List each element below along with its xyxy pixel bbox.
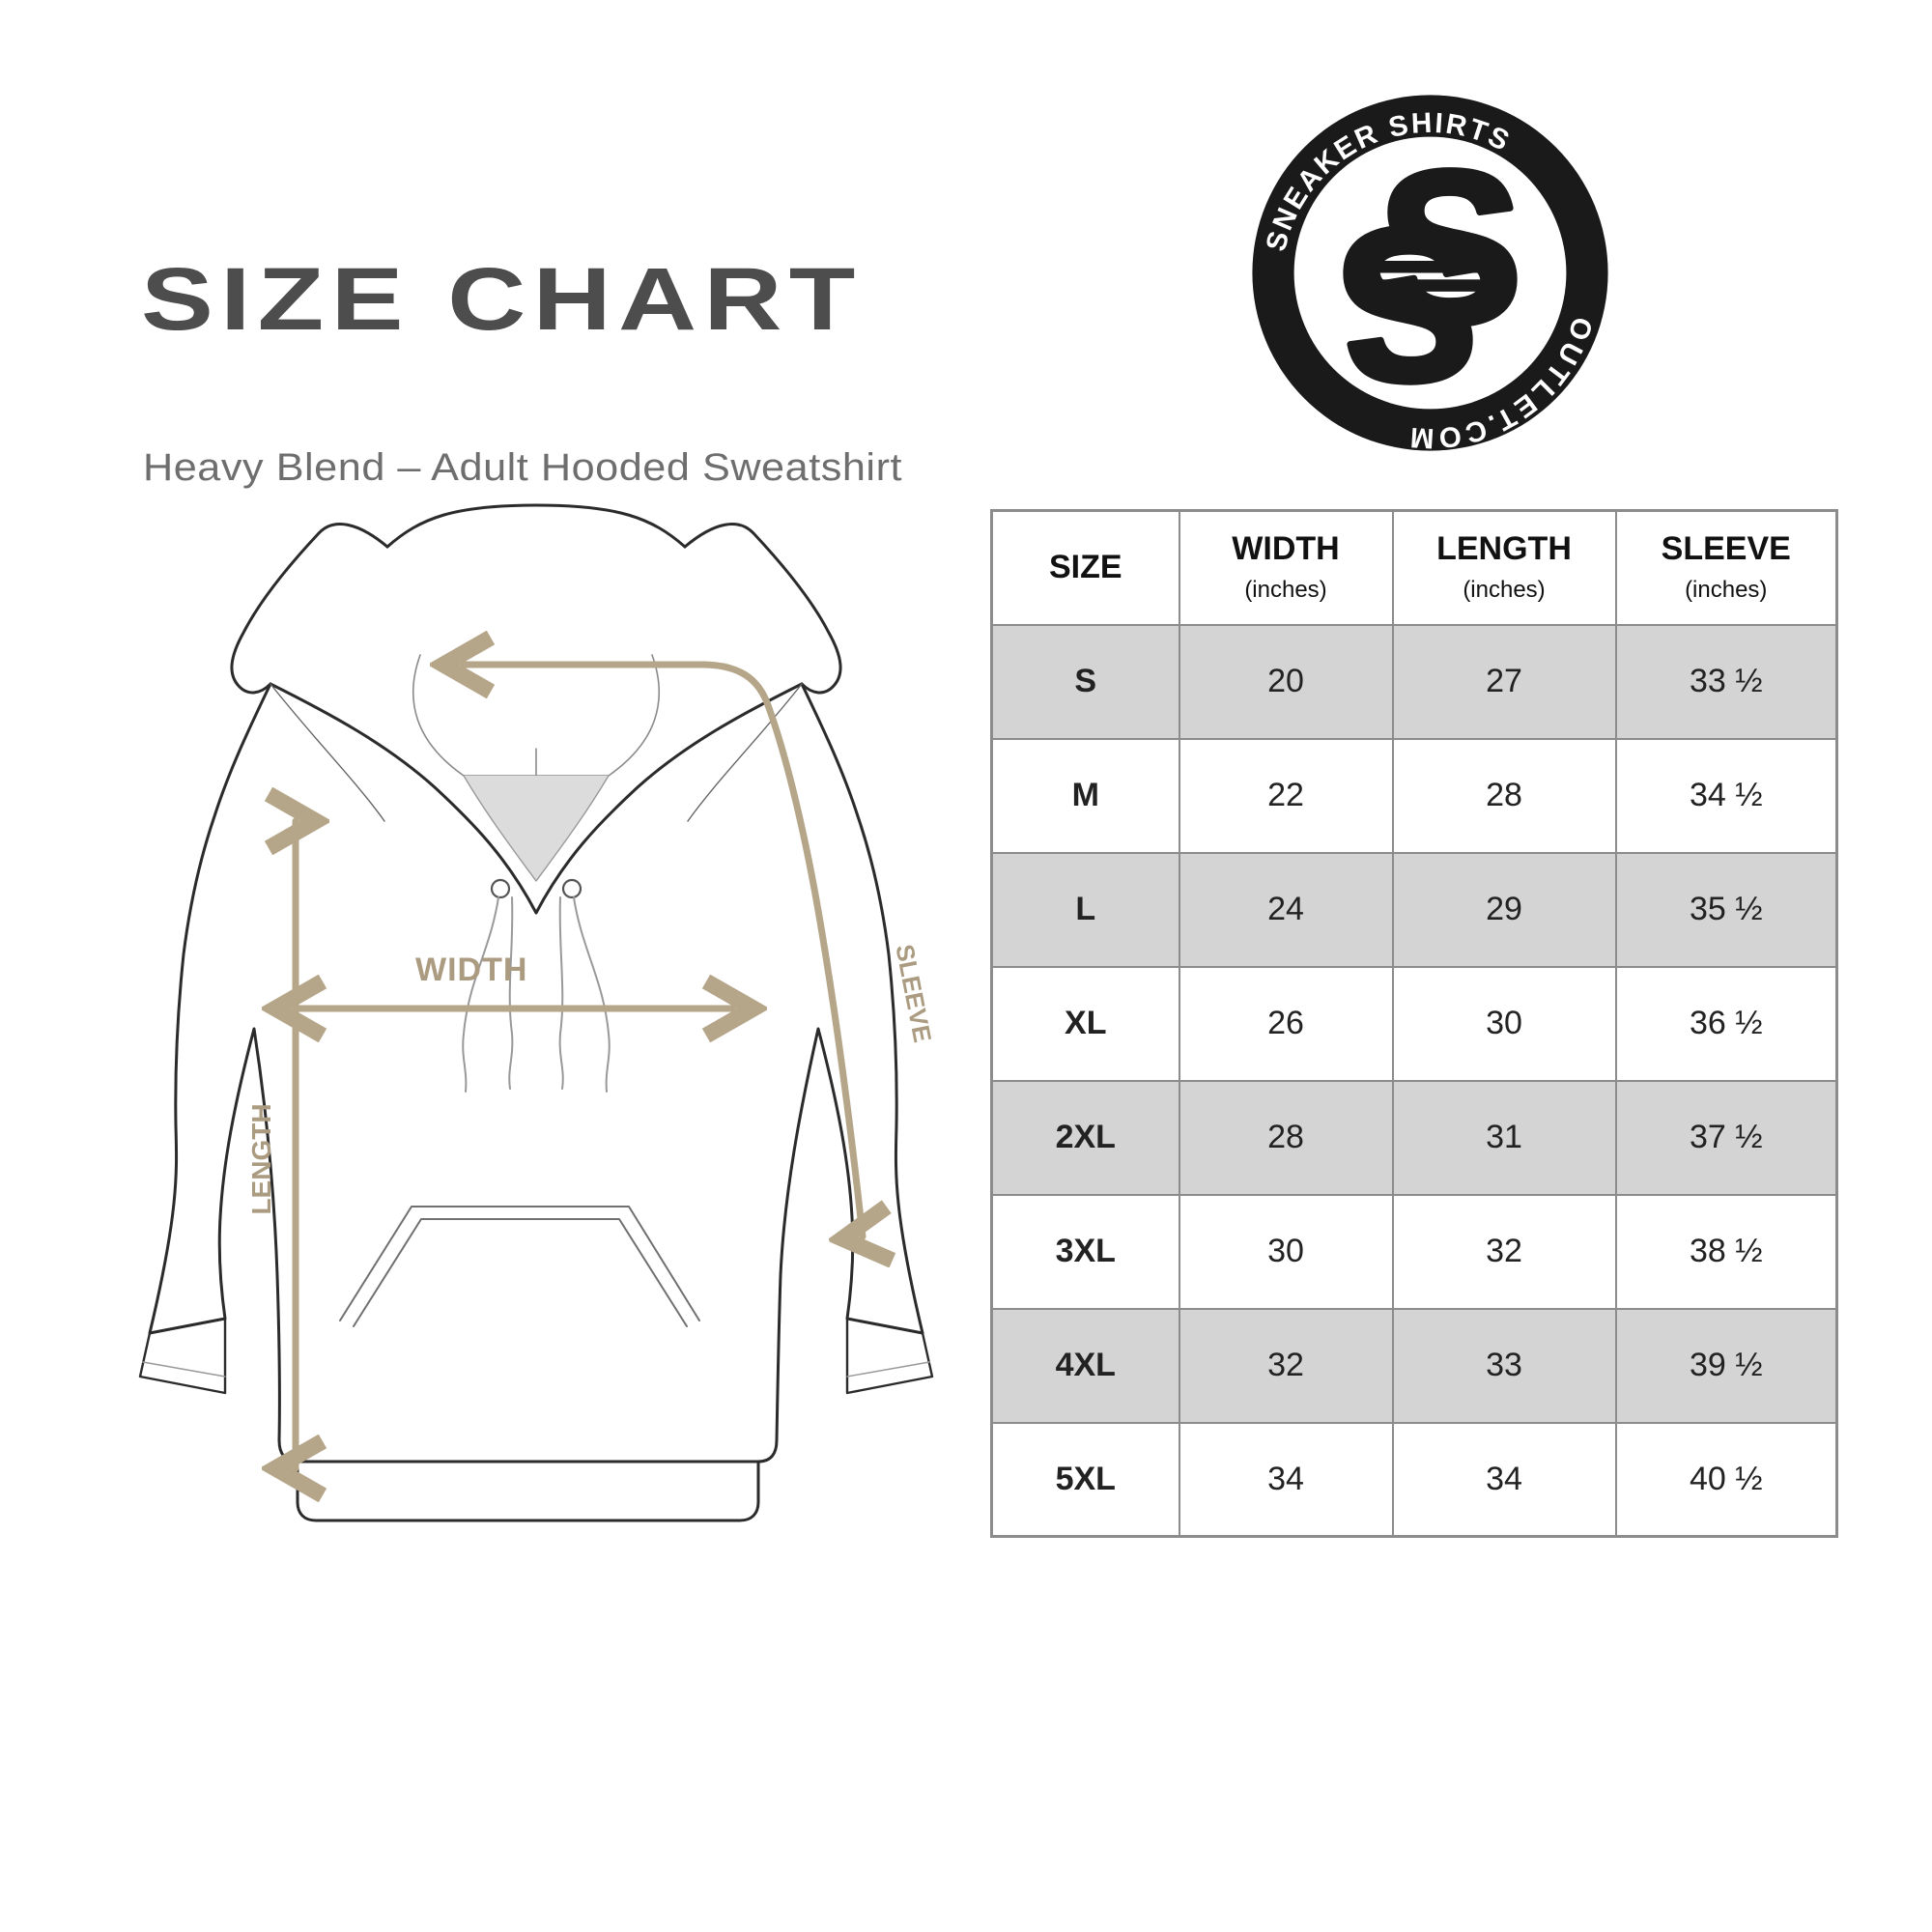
- svg-text:WIDTH: WIDTH: [415, 952, 527, 988]
- svg-text:S: S: [1338, 184, 1483, 427]
- svg-text:LENGTH: LENGTH: [246, 1103, 276, 1214]
- svg-text:SLEEVE: SLEEVE: [890, 942, 937, 1044]
